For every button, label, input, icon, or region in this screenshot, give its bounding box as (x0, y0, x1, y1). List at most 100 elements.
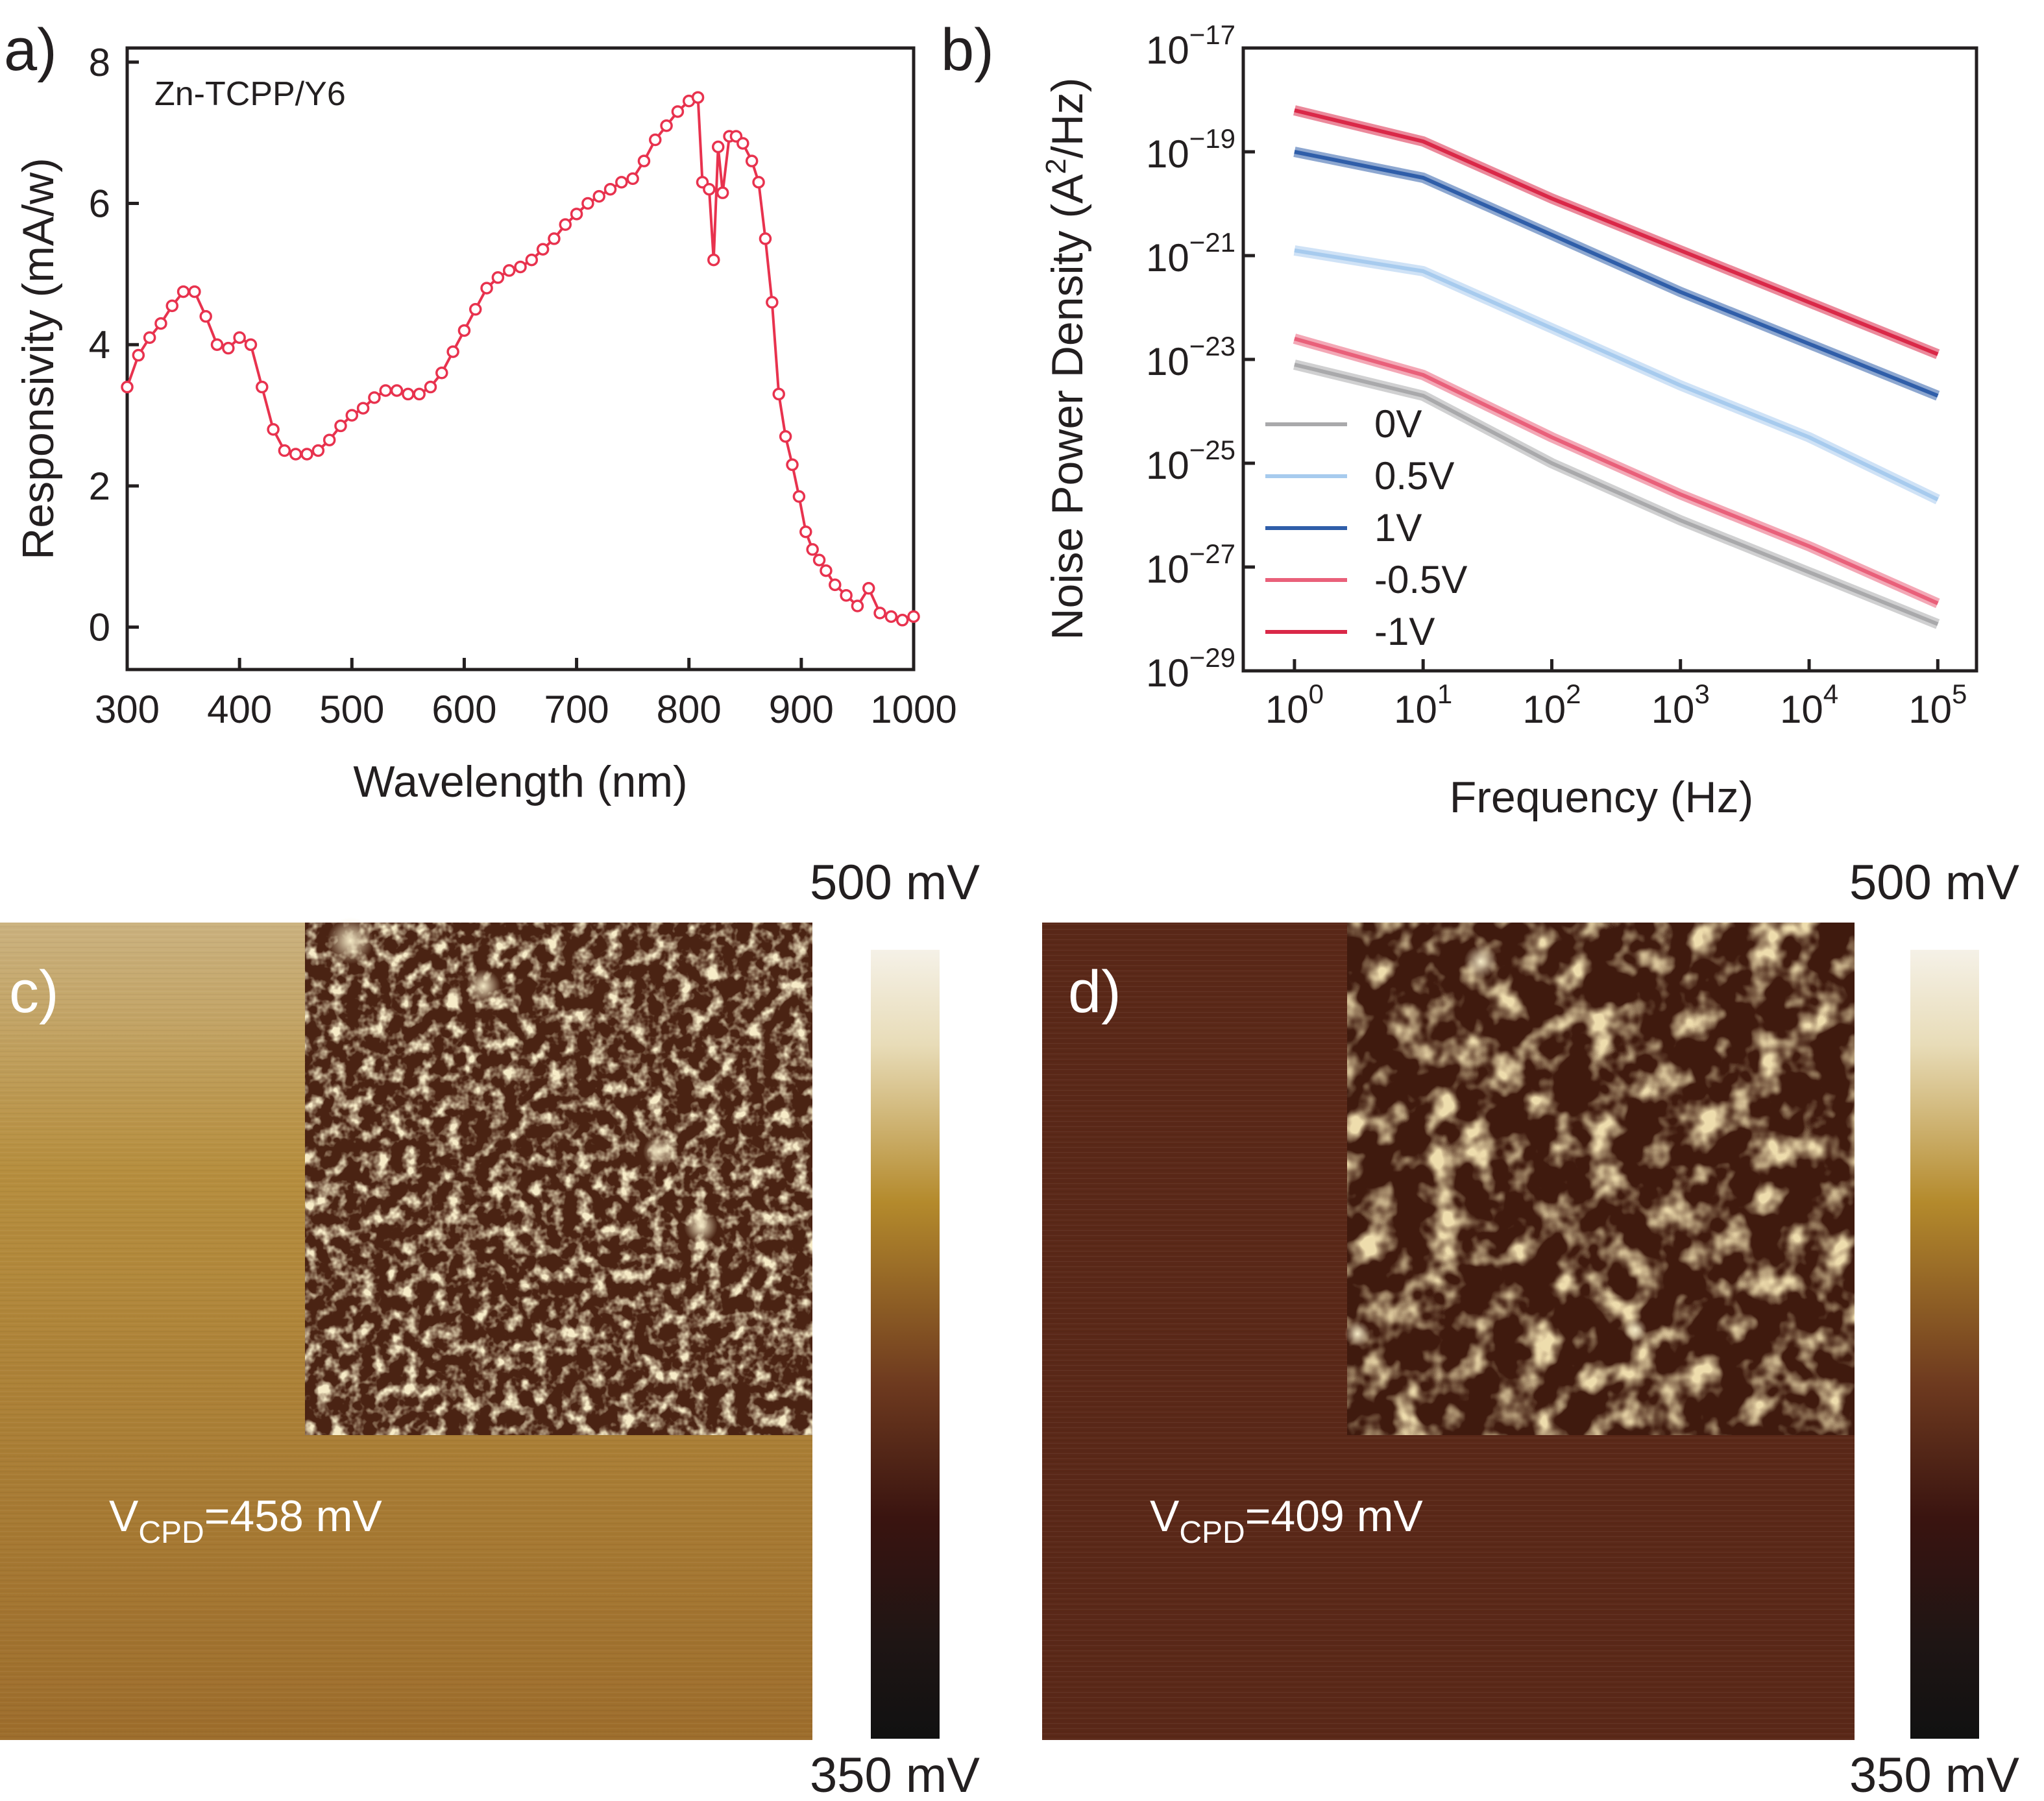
data-point (559, 218, 572, 231)
y-tick-label: 10−27 (1146, 538, 1235, 591)
data-point (752, 176, 765, 189)
data-point (548, 232, 561, 245)
data-point (820, 564, 833, 577)
x-tick-label: 900 (769, 688, 834, 731)
x-tick-label: 600 (432, 688, 496, 731)
series-line (1294, 363, 1939, 626)
y-tick-label: 10−25 (1146, 435, 1235, 487)
panel-c-letter: c) (9, 959, 59, 1025)
data-point (278, 444, 291, 457)
x-tick-label: 300 (95, 688, 160, 731)
y-tick-label: 4 (89, 323, 110, 367)
data-point (786, 458, 799, 472)
colorbar-c-max: 500 mV (810, 855, 980, 910)
x-tick-label: 104 (1780, 679, 1838, 731)
chart-b-marks (1293, 105, 1940, 629)
y-tick-label: 10−19 (1146, 123, 1235, 176)
data-point (188, 285, 201, 298)
colorbar-c (871, 950, 940, 1739)
data-point (806, 543, 819, 556)
data-point (671, 105, 685, 118)
chart-b-ylabel: Noise Power Density (A2/Hz) (1040, 77, 1092, 640)
data-point (626, 172, 639, 186)
data-point (716, 186, 729, 199)
data-point (536, 243, 550, 256)
data-point (379, 384, 392, 397)
chart-a-ticks: 300 400 500 600 700 800 900 1000 0 2 4 6 8 (89, 41, 957, 731)
x-tick-label: 800 (657, 688, 722, 731)
data-point (592, 189, 605, 203)
data-point (829, 578, 842, 592)
x-tick-label: 400 (207, 688, 272, 731)
data-point (289, 448, 302, 461)
legend-label: 0.5V (1374, 454, 1454, 498)
data-point (649, 133, 662, 147)
data-point (792, 490, 806, 503)
data-point (322, 433, 336, 446)
data-point (799, 525, 812, 538)
data-point (525, 253, 539, 267)
chart-a-marks (121, 91, 920, 627)
x-tick-label: 100 (1265, 679, 1324, 731)
y-tick-label: 10−17 (1146, 19, 1235, 72)
data-point (514, 260, 527, 274)
data-point (413, 387, 426, 401)
legend-label: 0V (1374, 402, 1422, 446)
panel-d-letter: d) (1068, 959, 1121, 1025)
data-point (766, 296, 779, 309)
x-tick-label: 500 (319, 688, 384, 731)
data-point (707, 253, 720, 267)
data-point (457, 324, 471, 337)
x-tick-label: 101 (1394, 679, 1452, 731)
x-tick-label: 102 (1522, 679, 1581, 731)
colorbar-d-max: 500 mV (1849, 855, 2019, 910)
y-tick-label: 6 (89, 182, 110, 226)
series-band (1293, 105, 1940, 359)
y-tick-label: 8 (89, 41, 110, 84)
colorbar-c-min: 350 mV (810, 1748, 980, 1798)
chart-b-ticks: 100 101 102 103 104 105 10−17 10−19 10−21 10−23 10… (1146, 19, 1967, 731)
data-point (660, 119, 673, 132)
data-point (907, 610, 920, 623)
legend-label: -1V (1374, 610, 1435, 653)
panel-b: b) 100 101 102 103 104 105 10−17 10−19 10−21 10−2… (941, 17, 1978, 822)
data-point (570, 208, 583, 221)
data-point (615, 176, 628, 189)
x-tick-label: 103 (1651, 679, 1710, 731)
chart-a-annotation: Zn-TCPP/Y6 (154, 75, 346, 113)
data-point (603, 182, 617, 196)
colorbar-d (1910, 950, 1979, 1739)
chart-b-legend: 0V 0.5V 1V -0.5V -1V (1265, 402, 1467, 653)
legend-label: 1V (1374, 506, 1422, 550)
data-point (199, 309, 212, 323)
data-point (772, 387, 785, 401)
data-point (132, 348, 145, 362)
data-point (691, 91, 705, 104)
data-point (233, 331, 246, 344)
data-point (862, 582, 875, 595)
data-point (345, 409, 359, 422)
series-line (1294, 108, 1939, 356)
data-point (581, 197, 594, 210)
data-point (356, 402, 370, 415)
chart-b-xlabel: Frequency (Hz) (1450, 773, 1754, 822)
data-point (222, 341, 235, 355)
data-point (154, 317, 167, 330)
data-point (368, 391, 381, 404)
panel-d: d) VCPD=409 mV 500 mV 350 mV (1042, 855, 2019, 1801)
x-tick-label: 700 (544, 688, 609, 731)
chart-a-frame (125, 46, 916, 671)
panel-c: c) VCPD=458 mV 500 mV 350 mV (0, 855, 980, 1801)
data-point (446, 345, 459, 358)
y-tick-label: 0 (89, 606, 110, 649)
legend-label: -0.5V (1374, 558, 1467, 601)
data-point (851, 599, 864, 612)
vcpd-c: VCPD=458 mV (109, 1492, 382, 1550)
data-point (703, 182, 716, 196)
data-point (390, 384, 404, 397)
chart-a-ylabel: Responsivity (mA/w) (14, 158, 63, 560)
x-tick-label: 105 (1908, 679, 1967, 731)
data-point (311, 444, 325, 457)
data-point (143, 331, 156, 344)
